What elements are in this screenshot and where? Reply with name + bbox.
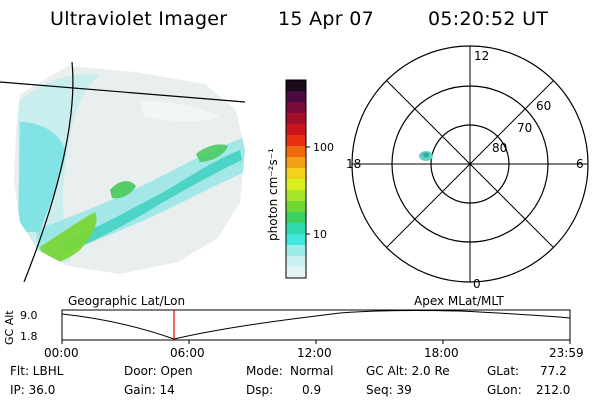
colorbar-tick-label-10: 10 (313, 228, 327, 241)
glon-key: GLon: (487, 383, 522, 397)
filter-label: Flt: LBHL (10, 364, 64, 378)
colorbar-swatch (286, 234, 306, 246)
colorbar-swatch (286, 146, 306, 158)
glat-value: 77.2 (540, 364, 567, 378)
timeline-left-title: Geographic Lat/Lon (68, 294, 185, 308)
colorbar-swatch (286, 113, 306, 125)
colorbar-swatch (286, 201, 306, 213)
timeline-right-title: Apex MLat/MLT (414, 294, 504, 308)
colorbar-swatch (286, 80, 306, 92)
seq-label: Seq: 39 (366, 383, 412, 397)
green-spot (110, 181, 136, 199)
polar-label-18: 18 (346, 157, 361, 171)
gc-alt-label: GC Alt: 2.0 Re (366, 364, 450, 378)
ip-label: IP: 36.0 (10, 383, 56, 397)
colorbar-tick-label-100: 100 (313, 141, 334, 154)
latitude-line (0, 81, 246, 103)
orbit-timeline: Geographic Lat/Lon Apex MLat/MLT 9.0 1.8… (3, 294, 584, 360)
colorbar-swatch (286, 267, 306, 279)
colorbar-unit-label: photon cm⁻²s⁻¹ (266, 148, 280, 241)
polar-lat-label-80: 80 (492, 141, 507, 155)
timeline-x-label-0000: 00:00 (44, 346, 79, 360)
green-emission (40, 212, 97, 264)
timeline-x-label-0600: 06:00 (170, 346, 205, 360)
date-label: 15 Apr 07 (278, 8, 375, 30)
mode-key: Mode: (246, 364, 283, 378)
timeline-y-tick-1: 1.8 (20, 330, 38, 343)
altitude-curve (61, 309, 571, 340)
polar-lat-label-60: 60 (536, 99, 551, 113)
door-label: Door: Open (124, 364, 193, 378)
colorbar-swatch (286, 212, 306, 224)
polar-emission-core (423, 152, 429, 158)
colorbar-swatches (286, 80, 306, 279)
colorbar-swatch (286, 168, 306, 180)
colorbar-swatch (286, 102, 306, 114)
timeline-x-label-2359: 23:59 (549, 346, 584, 360)
colorbar-swatch (286, 256, 306, 268)
green-spot-right (196, 144, 228, 162)
colorbar-swatch (286, 157, 306, 169)
polar-label-12: 12 (474, 49, 489, 63)
polar-lat-label-70: 70 (517, 121, 532, 135)
header: Ultraviolet Imager 15 Apr 07 05:20:52 UT (0, 0, 600, 34)
colorbar-swatch (286, 245, 306, 257)
gain-label: Gain: 14 (124, 383, 175, 397)
colorbar-swatch (286, 179, 306, 191)
colorbar-swatch (286, 135, 306, 147)
polar-label-0: 0 (473, 277, 481, 291)
colorbar-swatch (286, 91, 306, 103)
auroral-image (0, 62, 246, 282)
page-title: Ultraviolet Imager (50, 8, 228, 30)
longitude-line (23, 62, 74, 282)
cyan-patch-left (18, 122, 66, 232)
colorbar: 100 10 photon cm⁻²s⁻¹ (266, 79, 334, 279)
dsp-key: Dsp: (246, 383, 274, 397)
colorbar-swatch (286, 223, 306, 235)
mode-value: Normal (290, 364, 334, 378)
timeline-y-tick-9: 9.0 (20, 309, 38, 322)
colorbar-frame (285, 79, 307, 279)
polar-diagonal-2 (386, 80, 554, 248)
auroral-image-content (14, 66, 245, 274)
timeline-y-axis-label: GC Alt (3, 310, 16, 345)
polar-plot: 12 0 18 6 60 70 80 (346, 45, 589, 291)
time-label: 05:20:52 UT (428, 8, 549, 30)
glat-key: GLat: (487, 364, 520, 378)
glon-value: 212.0 (536, 383, 571, 397)
timeline-x-label-1200: 12:00 (297, 346, 332, 360)
polar-label-6: 6 (576, 157, 584, 171)
colorbar-swatch (286, 124, 306, 136)
timeline-x-label-1800: 18:00 (424, 346, 459, 360)
arc-band (60, 150, 242, 254)
faint-region (140, 101, 220, 122)
timeline-frame (61, 309, 571, 341)
dsp-value: 0.9 (302, 383, 322, 397)
colorbar-swatch (286, 190, 306, 202)
